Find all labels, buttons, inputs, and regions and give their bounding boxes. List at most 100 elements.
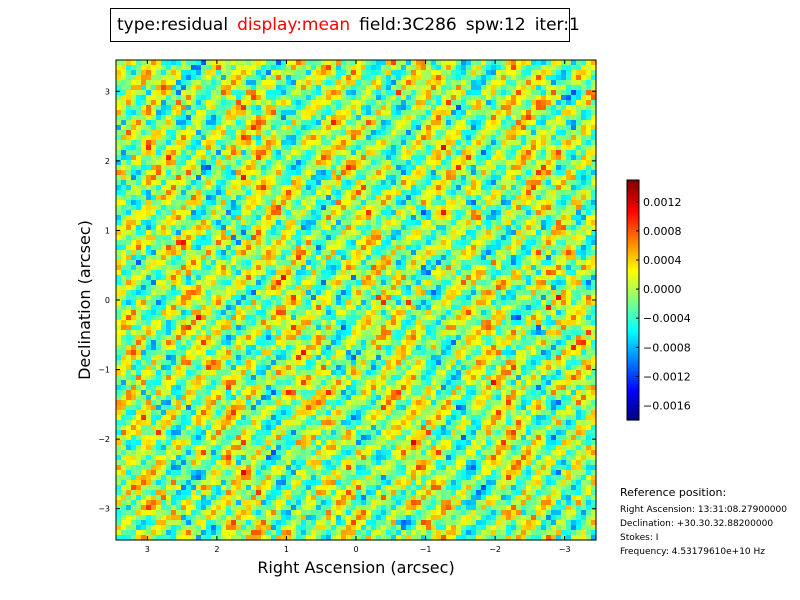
heatmap-cell [426, 170, 432, 176]
heatmap-cell [461, 80, 467, 86]
heatmap-cell [211, 155, 217, 161]
heatmap-cell [121, 135, 127, 141]
heatmap-cell [311, 195, 317, 201]
heatmap-cell [371, 100, 377, 106]
heatmap-cell [296, 100, 302, 106]
heatmap-cell [501, 285, 507, 291]
title-iter: iter:1 [534, 15, 580, 35]
heatmap-cell [331, 125, 337, 131]
heatmap-cell [361, 155, 367, 161]
title-display[interactable]: display:mean [237, 15, 351, 35]
heatmap-cell [311, 200, 317, 206]
heatmap-cell [251, 70, 257, 76]
heatmap-cell [536, 235, 542, 241]
heatmap-cell [591, 295, 597, 301]
heatmap-cell [541, 150, 547, 156]
heatmap-cell [151, 240, 157, 246]
heatmap-cell [511, 140, 517, 146]
heatmap-cell [116, 95, 122, 101]
heatmap-cell [391, 110, 397, 116]
heatmap-cell [451, 165, 457, 171]
heatmap-cell [221, 135, 227, 141]
heatmap-cell [441, 90, 447, 96]
heatmap-cell [416, 65, 422, 71]
heatmap-cell [261, 215, 267, 221]
heatmap-cell [226, 95, 232, 101]
heatmap-cell [311, 250, 317, 256]
heatmap-cell [236, 300, 242, 306]
heatmap-cell [246, 175, 252, 181]
heatmap-cell [386, 70, 392, 76]
heatmap-cell [391, 315, 397, 321]
heatmap-cell [181, 285, 187, 291]
heatmap-cell [136, 235, 142, 241]
heatmap-cell [471, 155, 477, 161]
heatmap-cell [351, 295, 357, 301]
heatmap-cell [161, 315, 167, 321]
heatmap-cell [341, 275, 347, 281]
heatmap-cell [146, 305, 152, 311]
heatmap-cell [526, 120, 532, 126]
heatmap-cell [266, 65, 272, 71]
heatmap-cell [551, 150, 557, 156]
heatmap-cell [131, 230, 137, 236]
heatmap-cell [171, 120, 177, 126]
heatmap-cell [386, 75, 392, 81]
heatmap-cell [296, 200, 302, 206]
heatmap-cell [311, 275, 317, 281]
heatmap-cell [366, 220, 372, 226]
heatmap-cell [561, 70, 567, 76]
heatmap-cell [441, 60, 447, 66]
heatmap-cell [531, 265, 537, 271]
heatmap-cell [311, 290, 317, 296]
heatmap-cell [526, 280, 532, 286]
heatmap-cell [476, 85, 482, 91]
heatmap-cell [341, 160, 347, 166]
heatmap-cell [246, 250, 252, 256]
heatmap-cell [191, 225, 197, 231]
heatmap-cell [146, 85, 152, 91]
heatmap-cell [121, 155, 127, 161]
heatmap-cell [551, 115, 557, 121]
heatmap-cell [551, 210, 557, 216]
heatmap-cell [251, 130, 257, 136]
heatmap-cell [591, 190, 597, 196]
heatmap-cell [571, 230, 577, 236]
heatmap-cell [166, 245, 172, 251]
heatmap-cell [581, 95, 587, 101]
heatmap-cell [261, 120, 267, 126]
heatmap-cell [361, 80, 367, 86]
heatmap-cell [241, 130, 247, 136]
heatmap-cell [276, 95, 282, 101]
heatmap-cell [411, 155, 417, 161]
heatmap-cell [501, 145, 507, 151]
heatmap-cell [191, 285, 197, 291]
heatmap-cell [346, 285, 352, 291]
heatmap-cell [221, 245, 227, 251]
heatmap-image[interactable] [116, 60, 597, 541]
heatmap-cell [206, 275, 212, 281]
heatmap-cell [126, 300, 132, 306]
heatmap-cell [466, 145, 472, 151]
heatmap-cell [431, 310, 437, 316]
heatmap-cell [526, 270, 532, 276]
heatmap-cell [506, 220, 512, 226]
heatmap-cell [166, 155, 172, 161]
heatmap-cell [406, 250, 412, 256]
heatmap-cell [406, 165, 412, 171]
heatmap-cell [446, 155, 452, 161]
heatmap-cell [411, 85, 417, 91]
heatmap-cell [381, 115, 387, 121]
heatmap-cell [356, 265, 362, 271]
heatmap-cell [561, 315, 567, 321]
heatmap-cell [526, 265, 532, 271]
heatmap-cell [181, 270, 187, 276]
heatmap-cell [151, 205, 157, 211]
heatmap-cell [336, 275, 342, 281]
heatmap-cell [131, 235, 137, 241]
heatmap-cell [561, 60, 567, 66]
heatmap-cell [446, 290, 452, 296]
heatmap-cell [176, 60, 182, 66]
heatmap-cell [466, 130, 472, 136]
